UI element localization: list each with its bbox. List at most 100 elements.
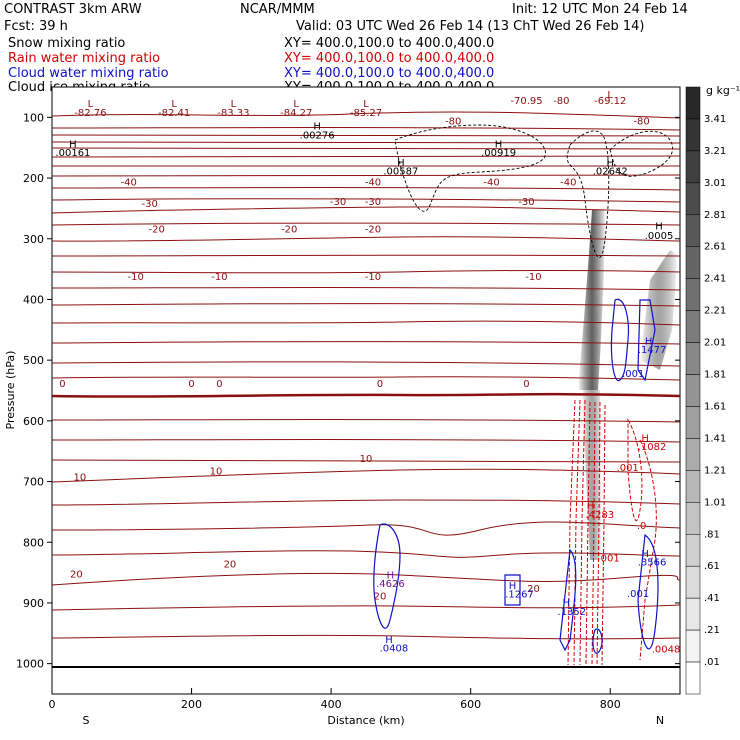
snow-plume-tail bbox=[582, 390, 602, 560]
y-tick-label: 900 bbox=[23, 597, 44, 610]
colorbar-label: 1.81 bbox=[704, 370, 726, 381]
y-tick-label: 100 bbox=[23, 111, 44, 124]
colorbar-label: .41 bbox=[704, 593, 720, 604]
colorbar-swatch bbox=[685, 597, 701, 631]
contour-label: H bbox=[587, 501, 595, 512]
colorbar-swatch bbox=[685, 629, 701, 663]
contour-label: H bbox=[387, 571, 395, 582]
contour-label: -80 bbox=[553, 96, 569, 107]
contour-label: .0 bbox=[637, 521, 647, 532]
chart-title: CONTRAST 3km ARW bbox=[4, 2, 142, 17]
contour-label: -20 bbox=[281, 225, 297, 236]
forecast-hour: Fcst: 39 h bbox=[4, 19, 68, 34]
contour-label: .1267 bbox=[505, 589, 534, 600]
colorbar-label: 1.21 bbox=[704, 465, 726, 476]
contour-label: 20 bbox=[224, 560, 237, 571]
y-tick-label: 600 bbox=[23, 415, 44, 428]
colorbar-label: 2.61 bbox=[704, 242, 726, 253]
contour-label: H bbox=[645, 336, 653, 347]
temperature-contours bbox=[52, 111, 680, 640]
colorbar-label: 1.61 bbox=[704, 401, 726, 412]
snow-shading bbox=[578, 210, 678, 560]
contour-label: -40 bbox=[121, 177, 137, 188]
x-tick-label: 800 bbox=[600, 698, 621, 711]
x-axis-label: Distance (km) bbox=[327, 714, 404, 727]
contour-label: H bbox=[606, 158, 614, 169]
colorbar-swatch bbox=[685, 661, 701, 695]
contour-label: .4283 bbox=[585, 510, 614, 521]
contour-label: H bbox=[641, 549, 649, 560]
contour-label: 20 bbox=[374, 591, 387, 602]
contour-label: .0048 bbox=[652, 645, 681, 656]
plot-layer bbox=[52, 111, 680, 666]
contour-label: -83.33 bbox=[217, 108, 249, 119]
contour-label: -10 bbox=[128, 272, 144, 283]
contour-label: -10 bbox=[211, 272, 227, 283]
contour-label: H bbox=[69, 140, 77, 151]
contour-label: -30 bbox=[330, 197, 346, 208]
contour-label: .001 bbox=[622, 369, 644, 380]
model-center: NCAR/MMM bbox=[240, 2, 315, 17]
colorbar-swatch bbox=[685, 342, 701, 375]
colorbar-swatch bbox=[685, 278, 701, 311]
x-tick-label: 0 bbox=[49, 698, 56, 711]
y-tick-label: 1000 bbox=[16, 658, 44, 671]
legend-rain-xy: XY= 400.0,100.0 to 400.0,400.0 bbox=[284, 51, 495, 66]
contour-label: -40 bbox=[483, 177, 499, 188]
snow-plume-north bbox=[640, 250, 678, 370]
contour-label: L bbox=[293, 99, 299, 110]
x-ticks: 0 200 400 600 800 bbox=[49, 688, 621, 711]
colorbar-swatch bbox=[685, 118, 701, 152]
contour-label: .1477 bbox=[638, 345, 667, 356]
contour-label: 001 bbox=[601, 554, 620, 565]
snow-plume-main bbox=[578, 210, 606, 390]
colorbar-swatch bbox=[685, 150, 701, 184]
x-tick-label: 200 bbox=[181, 698, 202, 711]
colorbar-label: .21 bbox=[704, 625, 720, 636]
y-axis-label: Pressure (hPa) bbox=[4, 351, 17, 430]
north-label: N bbox=[656, 714, 664, 727]
contour-label: .0408 bbox=[380, 644, 409, 655]
rain-contours bbox=[567, 399, 657, 666]
contour-label: -30 bbox=[142, 199, 158, 210]
contour-label: .4626 bbox=[376, 579, 405, 590]
contour-label: 10 bbox=[360, 454, 373, 465]
contour-label: .00919 bbox=[481, 148, 516, 159]
contour-label: -70.95 bbox=[510, 96, 542, 107]
colorbar-label: 2.81 bbox=[704, 210, 726, 221]
legend-cloudwater-xy: XY= 400.0,100.0 to 400.0,400.0 bbox=[284, 66, 495, 81]
contour-label: -40 bbox=[365, 177, 381, 188]
colorbar-swatch bbox=[685, 534, 701, 567]
colorbar-swatch bbox=[685, 310, 701, 343]
colorbar: 3.41 3.21 3.01 2.81 2.61 2.41 2.21 2.01 1.81 1.61… bbox=[685, 86, 726, 695]
colorbar-swatch bbox=[685, 214, 701, 247]
y-tick-label: 700 bbox=[23, 476, 44, 489]
contour-label: 0 bbox=[188, 379, 194, 390]
contour-label: -85.27 bbox=[350, 108, 382, 119]
init-time: Init: 12 UTC Mon 24 Feb 14 bbox=[512, 2, 688, 17]
legend-cloudwater-name: Cloud water mixing ratio bbox=[8, 66, 169, 81]
contour-label: L bbox=[607, 90, 613, 101]
contour-label: .3566 bbox=[638, 557, 667, 568]
contour-label: .00161 bbox=[55, 148, 90, 159]
y-tick-label: 800 bbox=[23, 536, 44, 549]
contour-label: -80 bbox=[445, 117, 461, 128]
contour-label: -84.27 bbox=[280, 108, 312, 119]
colorbar-swatch bbox=[685, 374, 701, 407]
contour-label: 10 bbox=[74, 472, 87, 483]
valid-time: Valid: 03 UTC Wed 26 Feb 14 (13 ChT Wed … bbox=[296, 19, 645, 34]
y-tick-label: 500 bbox=[23, 354, 44, 367]
contour-label: 20 bbox=[527, 584, 540, 595]
colorbar-swatch bbox=[685, 438, 701, 471]
contour-label: 0 bbox=[216, 379, 222, 390]
colorbar-swatch bbox=[685, 565, 701, 599]
contour-label: .1352 bbox=[558, 607, 587, 618]
south-label: S bbox=[83, 714, 90, 727]
contour-label: H bbox=[385, 635, 393, 646]
contour-label: -30 bbox=[518, 197, 534, 208]
contour-label: L bbox=[171, 99, 177, 110]
contour-label: -10 bbox=[365, 272, 381, 283]
contour-label: -69.12 bbox=[594, 96, 626, 107]
contour-label: -80 bbox=[633, 117, 649, 128]
